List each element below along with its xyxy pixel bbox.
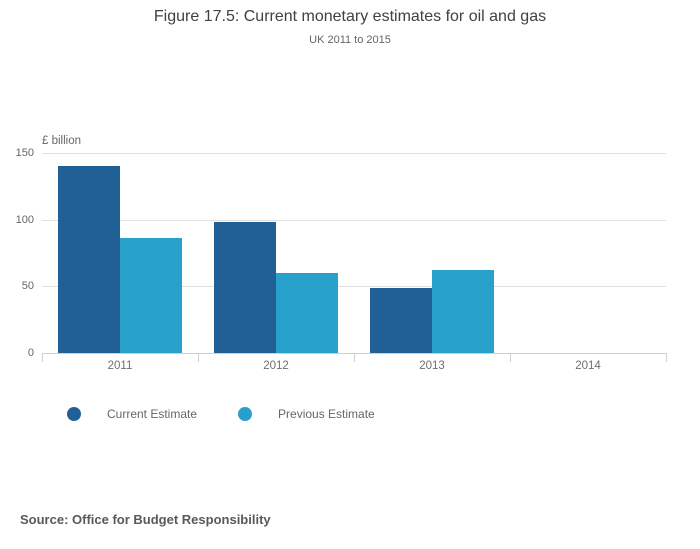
legend-label: Current Estimate bbox=[107, 407, 198, 421]
legend-item-previous-estimate[interactable]: Previous Estimate bbox=[238, 407, 375, 421]
bar-current-estimate-2011 bbox=[58, 166, 120, 353]
y-axis-title: £ billion bbox=[42, 135, 81, 147]
bar-current-estimate-2012 bbox=[214, 222, 276, 353]
x-axis-tick bbox=[666, 353, 667, 362]
legend-marker-icon bbox=[67, 407, 81, 421]
plot-area bbox=[42, 153, 666, 353]
y-tick-label-50: 50 bbox=[21, 280, 34, 293]
gridline-150 bbox=[42, 153, 666, 154]
bar-previous-estimate-2013 bbox=[432, 270, 494, 353]
gridline-50 bbox=[42, 286, 666, 288]
legend-label: Previous Estimate bbox=[278, 407, 375, 421]
y-tick-label-0: 0 bbox=[27, 347, 34, 359]
x-tick-label-2013: 2013 bbox=[419, 360, 445, 372]
y-tick-label-100: 100 bbox=[15, 213, 34, 226]
bar-group-2011 bbox=[42, 153, 198, 353]
bar-previous-estimate-2011 bbox=[120, 238, 182, 353]
x-tick-label-2011: 2011 bbox=[107, 360, 133, 372]
x-axis-tick bbox=[510, 353, 511, 362]
chart-subtitle: UK 2011 to 2015 bbox=[309, 34, 391, 46]
x-axis-tick bbox=[354, 353, 355, 362]
legend: Current Estimate Previous Estimate bbox=[67, 407, 375, 421]
bar-group-2013 bbox=[354, 153, 510, 353]
bar-current-estimate-2013 bbox=[370, 287, 432, 353]
source-note: Source: Office for Budget Responsibility bbox=[20, 512, 271, 527]
legend-marker-icon bbox=[238, 407, 253, 421]
x-axis-tick bbox=[42, 353, 43, 362]
gridline-100 bbox=[42, 219, 666, 221]
x-axis-tick bbox=[198, 353, 199, 362]
y-tick-label-150: 150 bbox=[15, 147, 34, 159]
legend-item-current-estimate[interactable]: Current Estimate bbox=[67, 407, 197, 421]
x-tick-label-2014: 2014 bbox=[575, 360, 601, 372]
x-tick-label-2012: 2012 bbox=[263, 360, 289, 372]
bar-group-2012 bbox=[198, 153, 354, 353]
bar-group-2014 bbox=[510, 153, 666, 353]
bar-previous-estimate-2012 bbox=[276, 273, 338, 353]
chart-title: Figure 17.5: Current monetary estimates … bbox=[153, 8, 547, 25]
